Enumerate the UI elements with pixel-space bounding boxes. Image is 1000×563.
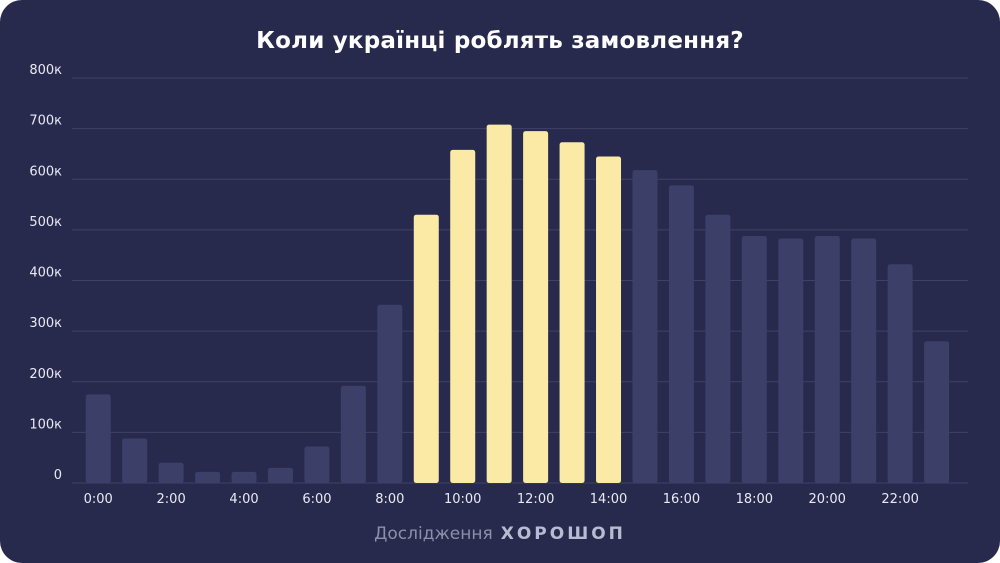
x-tick-label: 4:00 — [229, 492, 258, 507]
bars — [85, 124, 950, 483]
x-tick-label: 12:00 — [517, 492, 554, 507]
bar-1-00 — [122, 438, 148, 483]
y-tick-label: 600к — [29, 164, 62, 179]
bar-18-00 — [741, 235, 767, 483]
y-tick-label: 700к — [29, 114, 62, 129]
y-tick-label: 800к — [29, 63, 62, 78]
y-tick-label: 400к — [29, 266, 62, 281]
bar-6-00 — [304, 446, 330, 483]
x-tick-label: 8:00 — [375, 492, 404, 507]
bar-3-00 — [195, 471, 221, 483]
y-tick-label: 200к — [29, 367, 62, 382]
bar-15-00 — [632, 170, 658, 483]
x-tick-label: 2:00 — [157, 492, 186, 507]
bar-8-00 — [377, 304, 403, 483]
x-tick-label: 16:00 — [663, 492, 700, 507]
x-tick-label: 18:00 — [736, 492, 773, 507]
bar-14-00 — [596, 156, 622, 483]
bar-23-00 — [924, 341, 950, 483]
bar-11-00 — [486, 124, 512, 483]
x-tick-label: 14:00 — [590, 492, 627, 507]
bar-9-00 — [413, 214, 439, 483]
y-tick-label: 500к — [29, 215, 62, 230]
brand-logo: ХОРОШОП — [500, 524, 626, 544]
bar-10-00 — [450, 149, 476, 483]
bar-12-00 — [523, 131, 549, 483]
bar-17-00 — [705, 214, 731, 483]
bar-19-00 — [778, 238, 804, 483]
x-tick-label: 22:00 — [881, 492, 918, 507]
x-tick-label: 10:00 — [444, 492, 481, 507]
x-tick-label: 6:00 — [302, 492, 331, 507]
bar-22-00 — [887, 264, 913, 483]
y-tick-label: 100к — [29, 417, 62, 432]
y-tick-label: 0 — [54, 468, 62, 483]
bar-21-00 — [851, 238, 877, 483]
footer-source-label: Дослідження — [374, 524, 493, 544]
chart-title: Коли українці роблять замовлення? — [256, 28, 744, 54]
bar-4-00 — [231, 471, 257, 483]
bar-13-00 — [559, 142, 585, 483]
footer: Дослідження ХОРОШОП — [0, 524, 1000, 544]
x-tick-label: 20:00 — [808, 492, 845, 507]
gridlines — [72, 77, 968, 484]
bar-5-00 — [267, 467, 293, 483]
x-tick-label: 0:00 — [84, 492, 113, 507]
bar-16-00 — [668, 185, 694, 483]
y-tick-label: 300к — [29, 316, 62, 331]
bar-20-00 — [814, 235, 840, 483]
x-axis-ticks: 0:00 2:00 4:00 6:00 8:00 10:00 12:00 14:00 16:00… — [84, 492, 919, 507]
bar-0-00 — [85, 394, 111, 483]
bar-2-00 — [158, 462, 184, 483]
y-axis-ticks: 0 100к 200к 300к 400к 500к 600к 700к 800к — [29, 63, 62, 483]
bar-7-00 — [340, 385, 366, 483]
